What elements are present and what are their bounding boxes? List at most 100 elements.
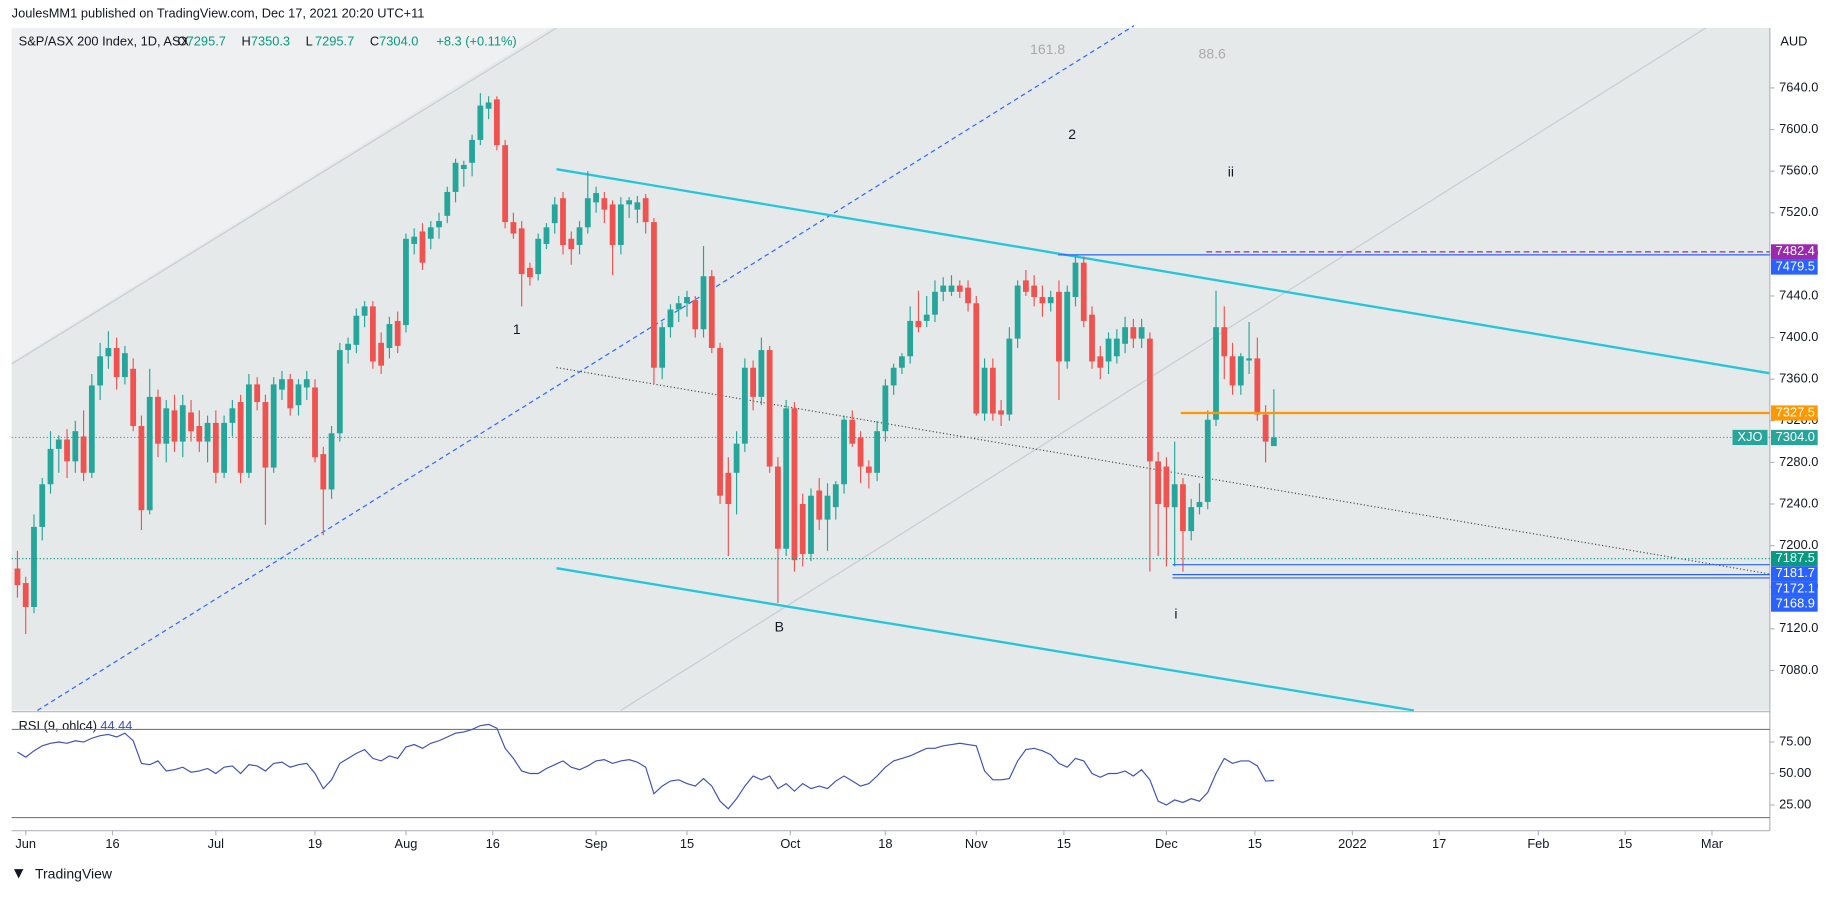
price-tag-label: 7181.7 [1776,565,1815,580]
price-tag [1771,429,1818,446]
candle-body [1221,327,1228,357]
candle-body [303,379,310,388]
candle-body [88,385,95,473]
candle-body [775,466,781,549]
y-tick-label: 7560.0 [1779,163,1818,178]
candle-body [527,267,533,278]
candle-body [262,402,269,468]
ohlc-key: H [242,33,251,48]
ohlc-value: 7350.3 [251,33,290,48]
x-tick-label: 16 [486,836,500,851]
x-tick-label: Mar [1701,836,1724,851]
channel-line [620,27,1706,711]
candle-body [948,285,955,292]
x-tick-label: 15 [1057,836,1071,851]
candle-body [155,396,161,444]
x-tick-label: 15 [680,836,694,851]
candle-body [989,367,996,414]
y-tick-label: 7440.0 [1779,287,1818,302]
candle-body [1237,356,1244,386]
candle-body [651,222,657,368]
candle-body [196,425,203,442]
candle-body [1006,338,1013,415]
y-tick-label: 7600.0 [1779,121,1818,136]
candle-body [634,202,641,210]
candle-body [246,384,252,473]
ohlc-key: C [370,33,379,48]
candle-body [369,306,376,362]
candle-body [1064,291,1071,362]
candle-body [1229,356,1236,386]
candle-body [750,367,757,397]
rsi-tick-label: 25.00 [1779,796,1811,811]
candle-body [601,198,608,210]
candle-body [378,342,385,366]
candle-body [642,198,649,223]
price-tag-label: 7327.5 [1776,404,1815,419]
candle-body [1080,262,1087,321]
y-tick-label: 7360.0 [1779,371,1818,386]
candle-body [1180,484,1186,532]
price-tag [1771,596,1818,612]
candle-body [560,198,566,245]
y-tick-label: 7200.0 [1779,537,1818,552]
candle-body [436,221,442,228]
wave-label: 1 [513,321,521,337]
candle-body [179,405,186,442]
candle-body [477,105,484,140]
rsi-line [17,723,1274,810]
price-tag [1771,244,1818,260]
price-tag-label: 7168.9 [1776,596,1815,611]
candle-body [1138,327,1145,339]
candle-body [460,164,467,170]
candle-body [874,431,881,473]
candle-body [1204,419,1211,502]
ohlc-value: 7304.0 [379,33,418,48]
y-tick-label: 7520.0 [1779,204,1818,219]
candle-body [733,443,740,473]
x-tick-label: 2022 [1338,836,1367,851]
candle-body [932,291,938,315]
candle-body [865,466,872,473]
candle-body [824,495,831,520]
x-tick-label: Oct [780,836,800,851]
candle-body [403,238,409,326]
candle-body [204,422,211,442]
wave-label: i [1174,606,1177,622]
x-tick-label: Sep [585,836,608,851]
candle-body [105,347,112,357]
price-tag-label: 7482.4 [1776,243,1815,258]
x-tick-label: 17 [1432,836,1446,851]
candle-body [849,419,856,444]
y-tick-label: 7280.0 [1779,454,1818,469]
candle-body [1262,414,1269,442]
candle-body [229,408,236,423]
x-tick-label: Jul [208,836,224,851]
y-tick-label: 7640.0 [1779,79,1818,94]
price-tag [1771,405,1818,421]
candle-body [791,408,798,561]
candle-body [493,99,500,146]
x-tick-label: 16 [105,836,119,851]
candle-body [725,472,732,505]
candle-body [659,327,666,368]
candle-body [1171,484,1178,508]
x-tick-label: Jun [15,836,36,851]
candle-body [1039,297,1046,304]
candle-body [965,287,971,304]
currency: AUD [1780,33,1807,48]
candle-body [1047,297,1054,304]
logo [14,869,24,879]
trend-line [556,168,1771,375]
candle-body [270,384,277,468]
candle-body [841,419,847,485]
candle-body [444,191,451,216]
candle-body [692,300,699,330]
candle-body [361,306,368,316]
candle-body [940,285,947,292]
price-tag-label: 7479.5 [1776,258,1815,273]
candle-body [171,410,178,442]
candle-body [535,238,542,275]
candle-body [122,353,128,378]
candle-body [626,200,633,205]
